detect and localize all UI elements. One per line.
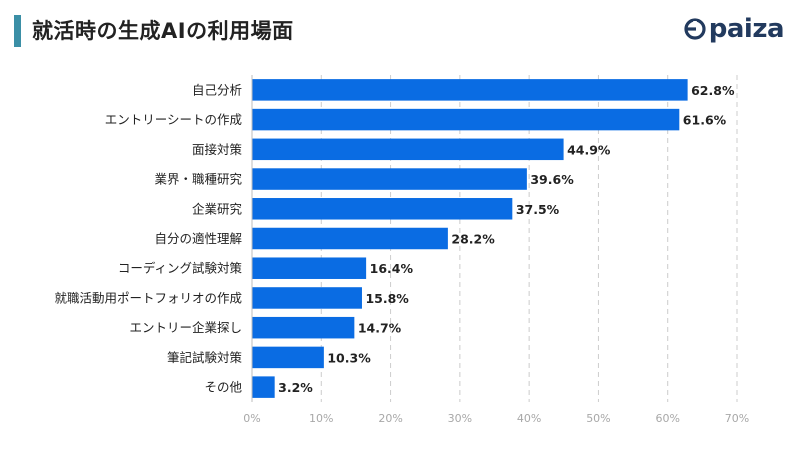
bar — [252, 257, 367, 279]
category-label: 筆記試験対策 — [167, 350, 243, 365]
x-tick-label: 10% — [309, 412, 333, 425]
x-tick-label: 40% — [517, 412, 541, 425]
paiza-logo-text: paiza — [708, 14, 785, 44]
paiza-logo: paiza — [684, 14, 785, 44]
category-label: 自己分析 — [192, 82, 242, 97]
bar — [252, 227, 448, 250]
bar — [252, 316, 355, 339]
paiza-logo-icon — [684, 18, 706, 40]
value-label: 28.2% — [451, 232, 495, 247]
value-label: 16.4% — [370, 261, 414, 276]
x-tick-label: 60% — [655, 412, 679, 425]
category-label: 業界・職種研究 — [154, 172, 242, 187]
x-tick-label: 30% — [448, 412, 472, 425]
value-label: 39.6% — [530, 172, 574, 187]
x-tick-label: 0% — [243, 412, 260, 425]
category-label: その他 — [204, 380, 242, 395]
category-label: コーディング試験対策 — [118, 261, 243, 276]
value-label: 62.8% — [691, 83, 735, 98]
bar — [252, 346, 324, 369]
x-tick-label: 20% — [378, 412, 402, 425]
x-tick-label: 70% — [725, 412, 749, 425]
value-label: 15.8% — [365, 291, 409, 306]
value-label: 10.3% — [327, 350, 371, 365]
bar — [252, 376, 275, 398]
x-tick-label: 50% — [586, 412, 610, 425]
value-label: 3.2% — [278, 380, 313, 395]
category-label: 面接対策 — [192, 142, 243, 157]
chart-title: 就活時の生成AIの利用場面 — [32, 19, 294, 43]
category-label: 企業研究 — [192, 201, 243, 216]
bar — [252, 79, 688, 101]
bar — [252, 287, 362, 309]
category-label: 自分の適性理解 — [154, 231, 242, 246]
value-label: 44.9% — [567, 142, 611, 157]
bar — [252, 198, 513, 220]
category-label: 就職活動用ポートフォリオの作成 — [54, 290, 242, 305]
bar — [252, 168, 527, 190]
bar — [252, 108, 680, 131]
title-accent-bar — [14, 15, 21, 47]
category-label: エントリーシートの作成 — [105, 112, 242, 127]
value-label: 61.6% — [683, 113, 727, 128]
value-label: 14.7% — [358, 321, 402, 336]
bar — [252, 138, 564, 161]
value-label: 37.5% — [516, 202, 560, 217]
category-label: エントリー企業探し — [129, 320, 242, 335]
